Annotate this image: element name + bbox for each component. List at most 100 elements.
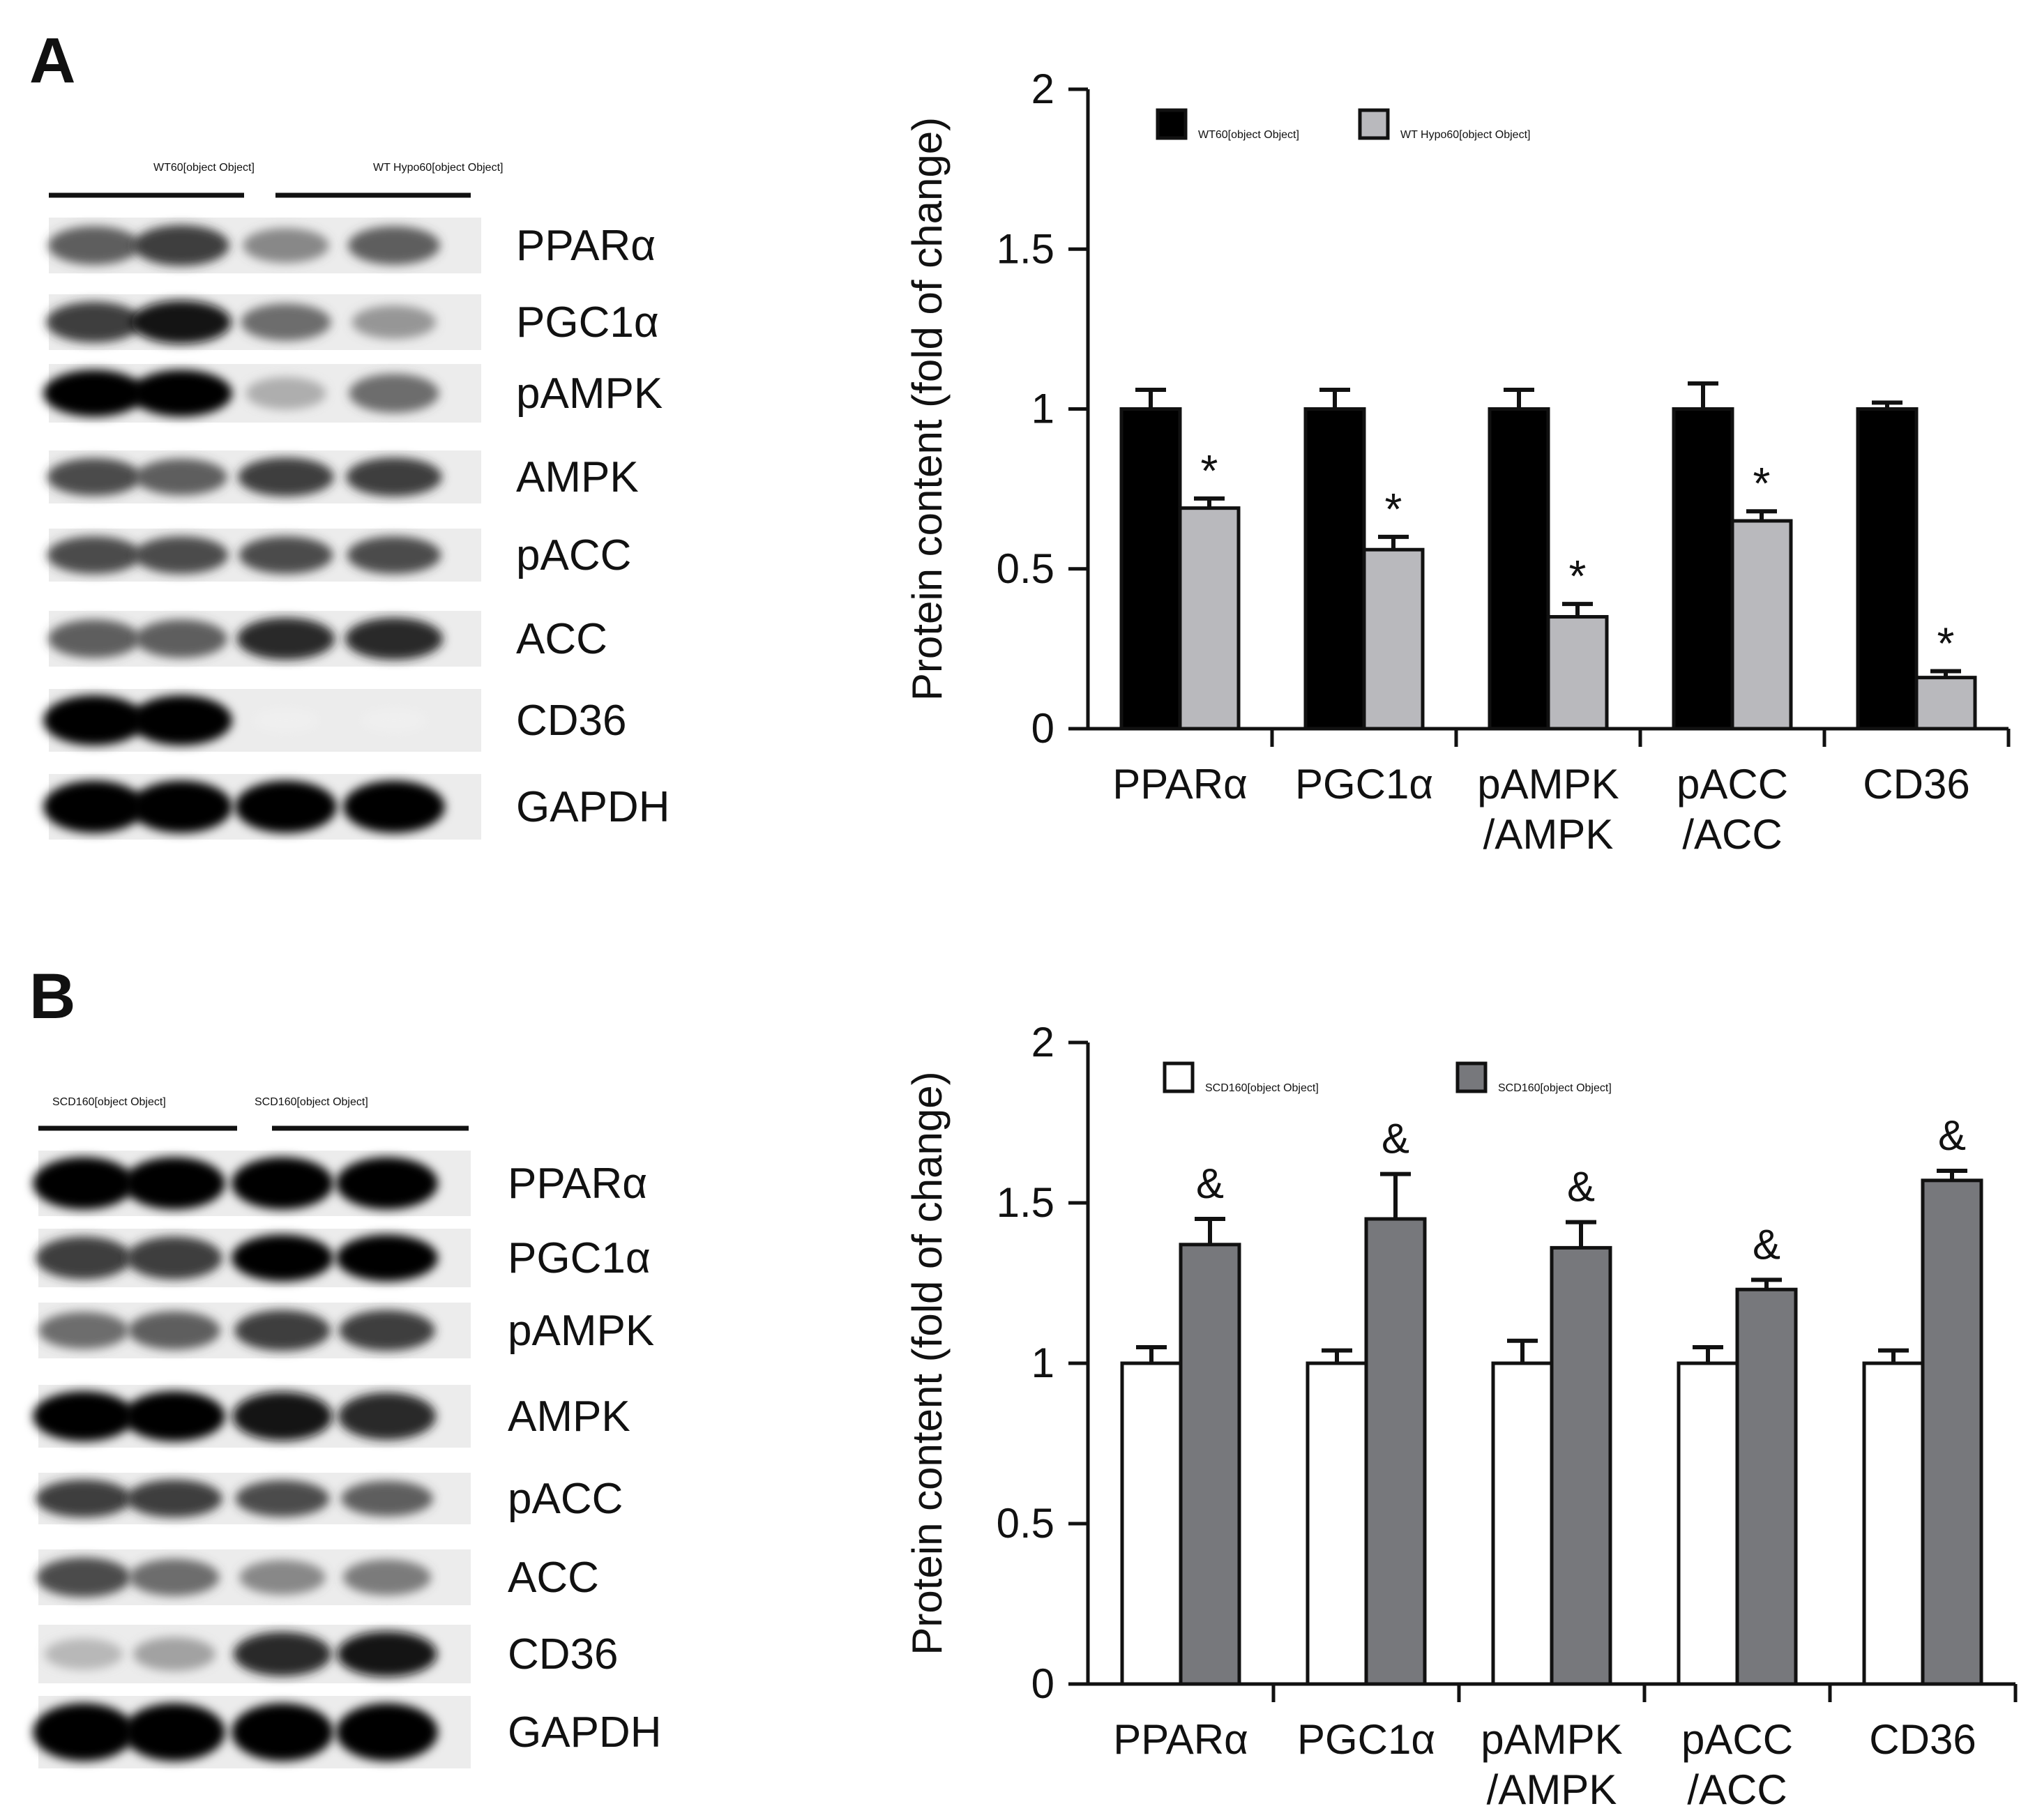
undefined-base: SCD1 [255, 1096, 285, 1108]
blot-row-label: pACC [516, 531, 631, 579]
undefined-sup: 60 [171, 162, 183, 174]
undefined-suffix: [object Object] [1540, 1082, 1611, 1094]
y-tick-label: 1 [1031, 1340, 1054, 1386]
bar-scd1-hypo [1364, 1217, 1427, 1686]
undefined-sup: 60 [285, 1096, 297, 1108]
undefined-suffix: [object Object] [183, 162, 255, 174]
blot-row-label: CD36 [508, 1630, 619, 1678]
blot-band [36, 1557, 131, 1598]
blot-band [233, 1632, 332, 1676]
blot-band [46, 301, 142, 343]
svg-text:SCD160[object Object]: SCD160[object Object] [52, 1096, 166, 1108]
svg-text:WT60[object Object]: WT60[object Object] [153, 162, 255, 174]
y-axis-label: Protein content (fold of change) [904, 117, 951, 701]
undefined-base: WT [1198, 129, 1216, 141]
legend-swatch [1455, 1061, 1488, 1093]
blot-band [351, 305, 437, 340]
blot-band [131, 300, 232, 344]
undefined-suffix: [object Object] [296, 1096, 368, 1108]
blot-row-label: GAPDH [508, 1708, 661, 1757]
blot-band [235, 1480, 330, 1517]
legend-swatch [1163, 1061, 1195, 1093]
svg-text:WT Hypo60[object Object]: WT Hypo60[object Object] [373, 162, 503, 174]
blot-row-label: CD36 [516, 697, 627, 745]
bar-wt [1856, 407, 1919, 731]
y-tick-label: 0 [1031, 705, 1054, 752]
blot-row-label: PGC1α [508, 1234, 651, 1282]
blot-row-label: pACC [508, 1475, 623, 1523]
blot-row-label: AMPK [516, 453, 639, 501]
y-tick-label: 1.5 [997, 225, 1054, 272]
undefined-base: SCD1 [1498, 1082, 1528, 1094]
category-label: CD36 [1863, 761, 1969, 807]
blot-band [133, 1637, 215, 1671]
svg-text:WT Hypo60[object Object]: WT Hypo60[object Object] [1400, 129, 1530, 141]
blot-band [36, 1479, 132, 1518]
blot-band [361, 708, 427, 733]
blot-band [243, 228, 329, 263]
blot-row-label: PPARα [508, 1160, 647, 1208]
blot-band [48, 619, 140, 658]
undefined-suffix: [object Object] [1247, 1082, 1318, 1094]
blot-band [343, 780, 445, 833]
blot-band [129, 1559, 220, 1596]
significance-marker: & [1567, 1164, 1595, 1211]
bar-scd1-hypo [1921, 1178, 1983, 1686]
category-label-line: PGC1α [1295, 761, 1433, 807]
blot-band [341, 1480, 433, 1517]
blot-band [43, 695, 145, 745]
blot-band [123, 1703, 225, 1761]
y-tick-label: 2 [1031, 1019, 1054, 1066]
category-label-line: /AMPK [1487, 1766, 1617, 1813]
blot-band [33, 1391, 135, 1441]
blot-band [245, 377, 326, 410]
category-label: pACC/ACC [1681, 1716, 1793, 1813]
blot-band [345, 617, 444, 660]
bar-scd1- [1491, 1361, 1554, 1686]
blot-band [44, 1638, 123, 1670]
blot-band [128, 1311, 220, 1350]
category-label: pACC/ACC [1677, 761, 1788, 858]
blot-band [336, 1157, 438, 1210]
significance-marker: & [1382, 1116, 1409, 1162]
svg-text:SCD160[object Object]: SCD160[object Object] [1205, 1082, 1319, 1094]
undefined-sup: 60 [1528, 1082, 1541, 1094]
undefined-suffix: [object Object] [432, 162, 503, 174]
bar-scd1- [1120, 1361, 1183, 1686]
blot-band [238, 457, 334, 496]
bar-scd1- [1677, 1361, 1739, 1686]
blot-band [234, 1310, 331, 1351]
blot-row-label: PPARα [516, 222, 656, 270]
blot-band [232, 1703, 333, 1761]
blot-band [338, 1392, 437, 1441]
category-label: pAMPK/AMPK [1477, 761, 1619, 858]
category-label-line: /ACC [1682, 811, 1782, 858]
svg-text:SCD160[object Object]: SCD160[object Object] [1498, 1082, 1612, 1094]
panel-letter-B: B [29, 961, 75, 1032]
undefined-suffix: [object Object] [94, 1096, 165, 1108]
undefined-base: WT Hypo [373, 162, 419, 174]
category-label-line: PGC1α [1297, 1716, 1435, 1763]
blot-band [33, 1157, 135, 1210]
undefined-sup: 60 [82, 1096, 95, 1108]
bar-wt [1119, 407, 1182, 731]
bar-wt-hypo [1730, 519, 1793, 731]
blot-band [347, 536, 441, 575]
bar-scd1- [1306, 1361, 1368, 1686]
blot-row-label: pAMPK [516, 370, 663, 418]
category-label-line: pAMPK [1477, 761, 1619, 807]
y-tick-label: 0.5 [997, 545, 1054, 592]
bar-scd1- [1862, 1361, 1925, 1686]
category-label: PPARα [1113, 1716, 1248, 1763]
category-label: pAMPK/AMPK [1481, 1716, 1622, 1813]
blot-band [130, 370, 232, 417]
blot-band [47, 536, 142, 575]
category-label-line: CD36 [1863, 761, 1969, 807]
significance-marker: & [1196, 1160, 1224, 1207]
undefined-suffix: [object Object] [1228, 129, 1299, 141]
category-label-line: CD36 [1869, 1716, 1976, 1763]
blot-band [339, 1310, 435, 1351]
bar-wt-hypo [1546, 615, 1609, 731]
category-label-line: pACC [1681, 1716, 1793, 1763]
significance-marker: * [1937, 618, 1955, 668]
